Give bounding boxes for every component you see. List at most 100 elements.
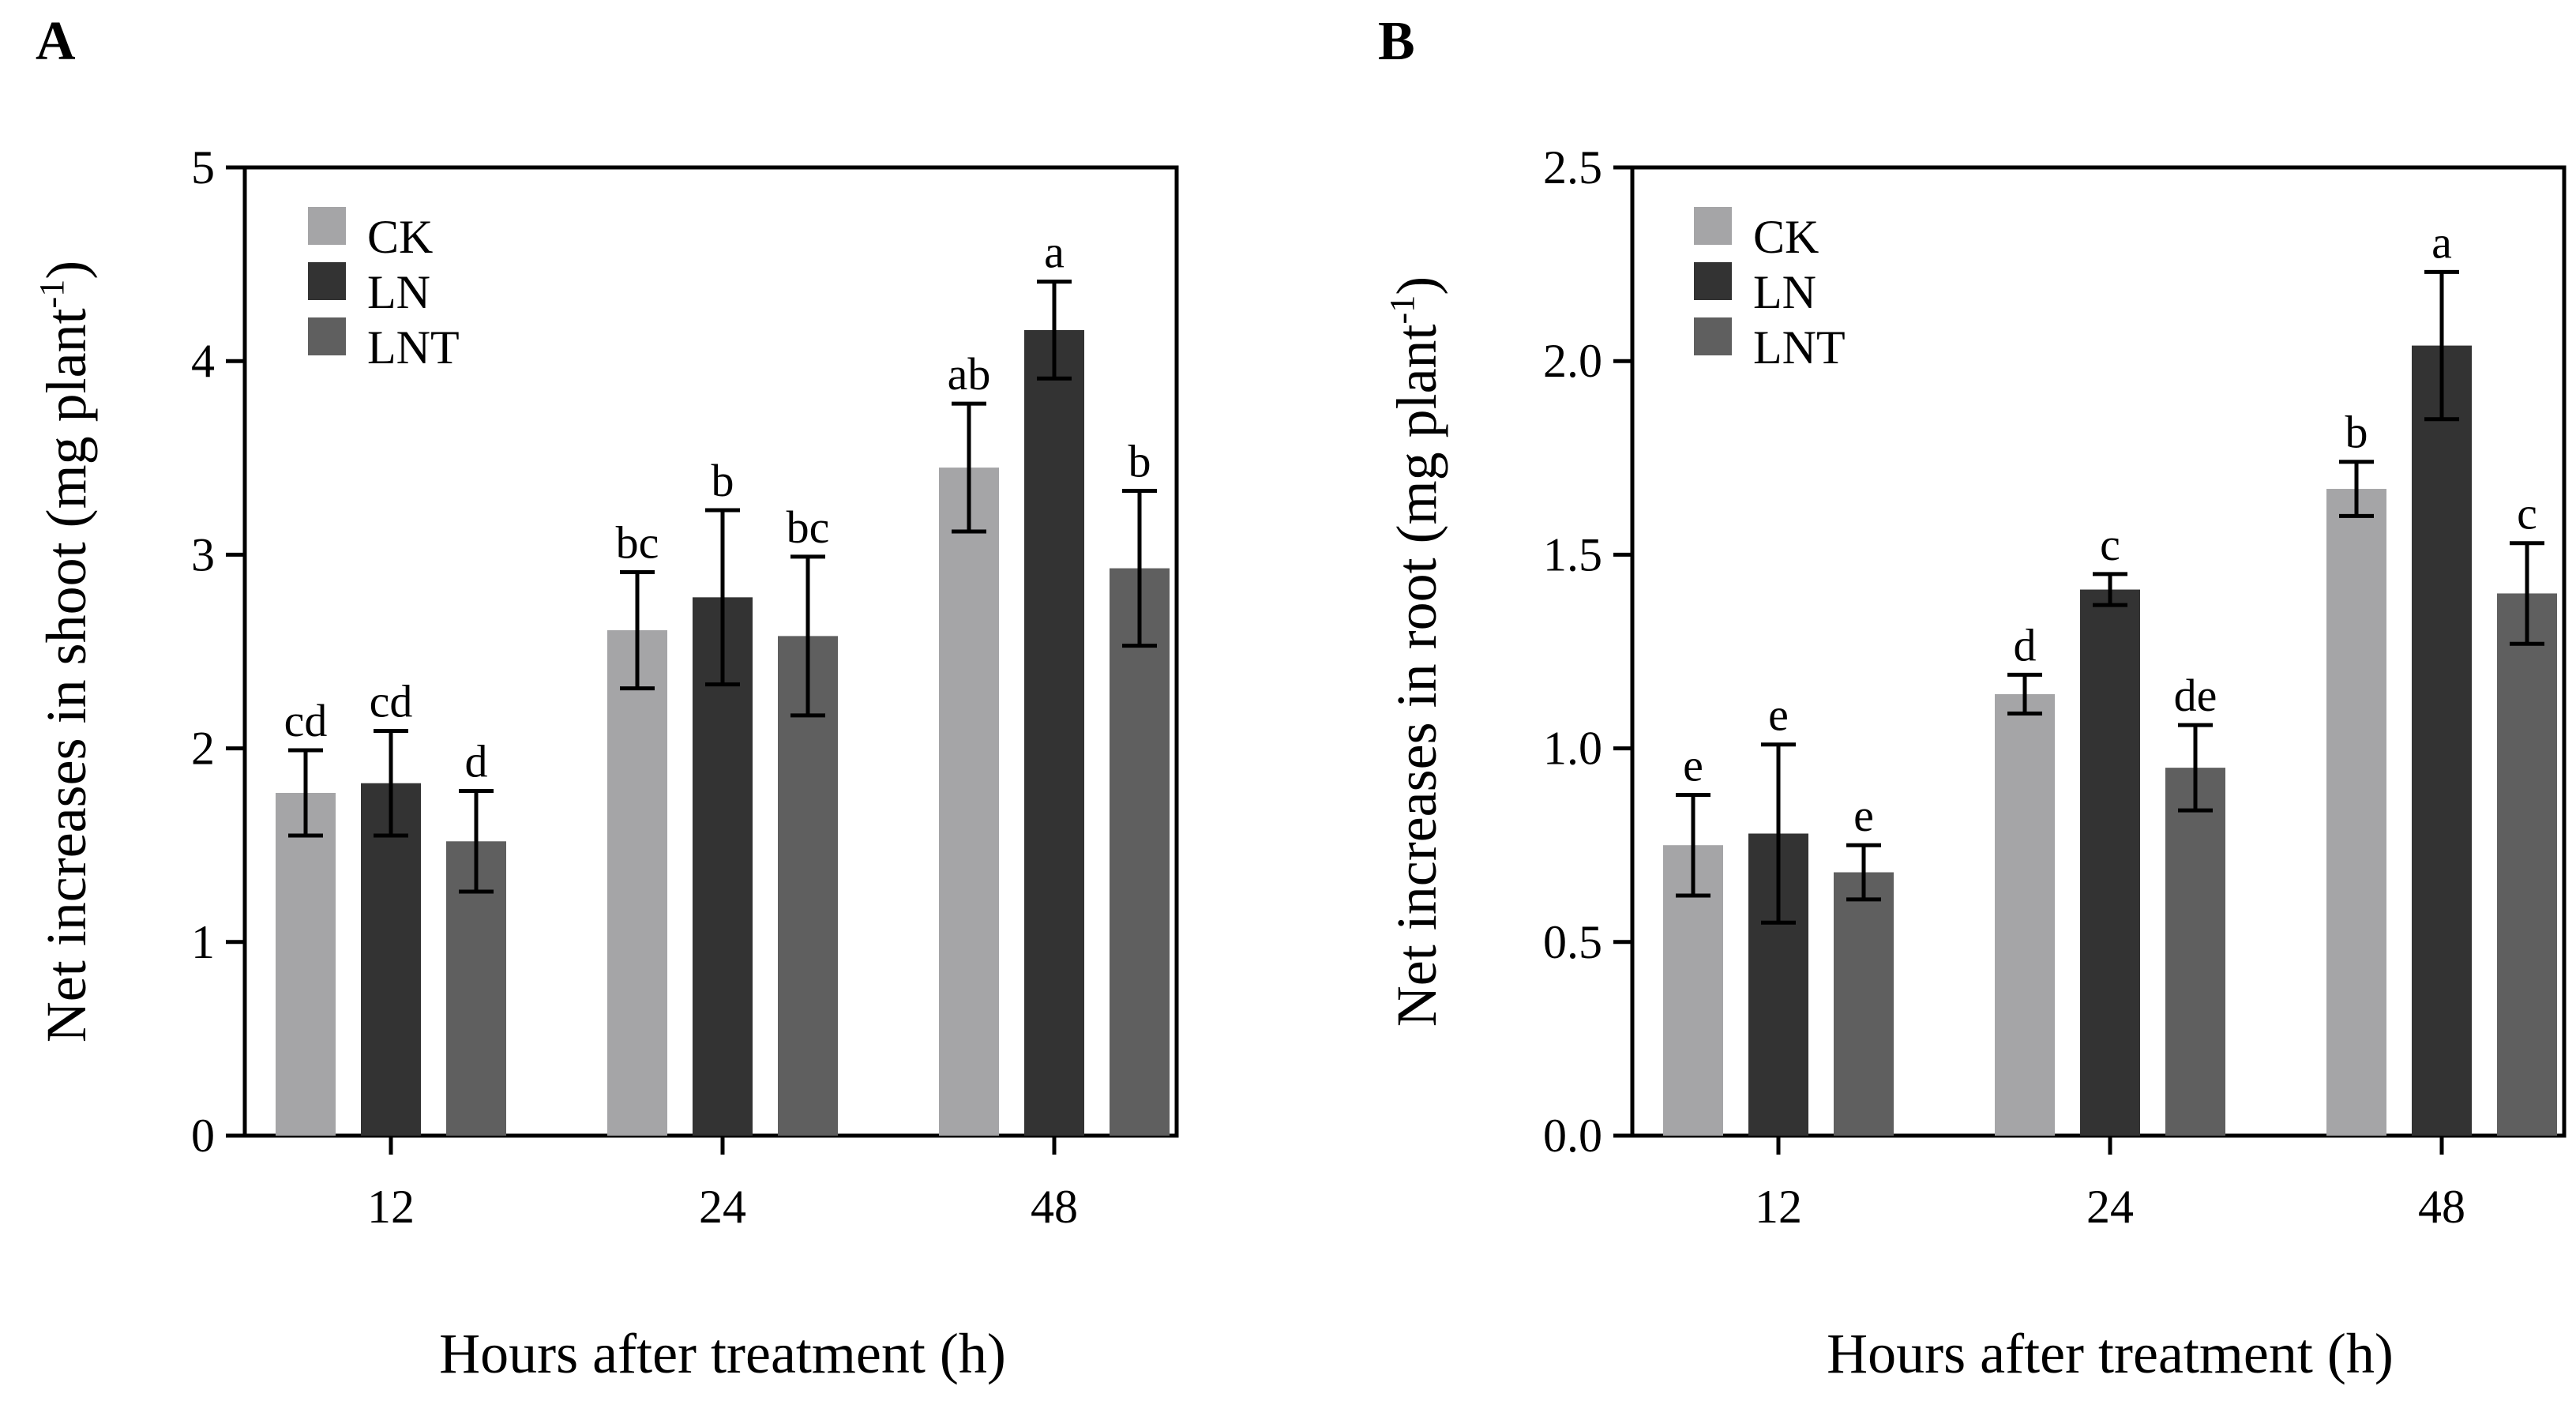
y-tick-label: 3 bbox=[191, 528, 215, 580]
error-bar bbox=[705, 508, 740, 687]
significance-label: ab bbox=[948, 348, 991, 400]
y-tick-label: 1 bbox=[191, 916, 215, 968]
legend-swatch-lnt bbox=[1694, 317, 1732, 355]
legend-label-ck: CK bbox=[1753, 211, 1819, 263]
error-bar bbox=[1676, 792, 1710, 898]
bar-lnt-24h bbox=[2165, 768, 2225, 1136]
bar-ck-48h bbox=[2326, 489, 2386, 1136]
sig-labels-layer: e d b e c a e de c bbox=[1683, 216, 2537, 841]
panel-b: B e d b e c a e de c 0.0 0.5 1.0 1.5 2.0 2.5 12 24 48 C… bbox=[1378, 11, 2567, 1385]
error-bar bbox=[374, 729, 408, 838]
bar-ln-12h bbox=[361, 783, 421, 1136]
x-ticks-layer: 12 24 48 bbox=[1755, 1136, 2465, 1233]
bar-ln-48h bbox=[1024, 329, 1084, 1136]
bar-ln-48h bbox=[2412, 345, 2472, 1136]
x-tick-label: 12 bbox=[367, 1181, 415, 1233]
error-bar bbox=[2093, 572, 2127, 607]
significance-label: e bbox=[1768, 689, 1789, 741]
bar-ln-24h bbox=[2080, 589, 2140, 1136]
significance-label: cd bbox=[284, 695, 328, 746]
error-bar bbox=[2178, 723, 2213, 813]
y-ticks-layer: 0.0 0.5 1.0 1.5 2.0 2.5 bbox=[1543, 141, 1632, 1162]
significance-label: b bbox=[2345, 407, 2368, 458]
errorbars-layer bbox=[1676, 269, 2544, 925]
error-bar bbox=[2510, 541, 2544, 646]
y-axis-title-superscript: -1 bbox=[1383, 295, 1421, 325]
panel-label: A bbox=[36, 11, 76, 72]
error-bar bbox=[620, 569, 655, 691]
y-tick-label: 0.5 bbox=[1543, 916, 1602, 968]
significance-label: cd bbox=[370, 676, 413, 727]
y-tick-label: 0.0 bbox=[1543, 1110, 1602, 1162]
bar-ck-48h bbox=[939, 468, 999, 1136]
y-axis-title-close: ) bbox=[1385, 276, 1448, 295]
legend-label-ck: CK bbox=[367, 211, 433, 263]
error-bar bbox=[1122, 488, 1157, 648]
legend-swatch-ck bbox=[1694, 207, 1732, 245]
y-axis-title: Net increases in shoot (mg plant-1) bbox=[32, 261, 98, 1042]
y-axis-title-main: Net increases in root (mg plant bbox=[1385, 324, 1448, 1027]
y-tick-label: 2.0 bbox=[1543, 335, 1602, 387]
bar-lnt-24h bbox=[778, 636, 838, 1136]
sig-labels-layer: cd bc ab cd b a d bc b bbox=[284, 227, 1151, 787]
error-bar bbox=[790, 554, 825, 718]
bars-layer bbox=[1663, 345, 2557, 1136]
significance-label: c bbox=[2100, 519, 2120, 570]
bar-ck-12h bbox=[276, 792, 336, 1136]
errorbars-layer bbox=[288, 280, 1157, 894]
significance-label: e bbox=[1853, 790, 1874, 841]
error-bar bbox=[952, 401, 986, 534]
significance-label: e bbox=[1683, 739, 1703, 791]
panel-label: B bbox=[1378, 11, 1415, 72]
x-tick-label: 48 bbox=[1031, 1181, 1078, 1233]
x-axis-title: Hours after treatment (h) bbox=[1827, 1322, 2394, 1385]
error-bar bbox=[1846, 843, 1881, 902]
significance-label: bc bbox=[787, 501, 830, 553]
y-tick-label: 1.5 bbox=[1543, 528, 1602, 580]
legend-swatch-lnt bbox=[308, 317, 346, 355]
bar-lnt-12h bbox=[1834, 872, 1894, 1136]
error-bar bbox=[459, 789, 494, 894]
legend: CK LN LNT bbox=[308, 207, 460, 374]
significance-label: d bbox=[465, 736, 488, 787]
x-axis-title: Hours after treatment (h) bbox=[439, 1322, 1006, 1385]
bar-lnt-48h bbox=[1110, 568, 1170, 1136]
significance-label: b bbox=[1128, 435, 1151, 486]
error-bar bbox=[2339, 460, 2374, 518]
bar-ln-24h bbox=[693, 597, 753, 1136]
x-tick-label: 24 bbox=[2086, 1181, 2134, 1233]
y-axis-title-close: ) bbox=[35, 261, 98, 280]
significance-label: bc bbox=[616, 516, 659, 568]
significance-label: de bbox=[2174, 670, 2217, 721]
legend-swatch-ln bbox=[1694, 262, 1732, 300]
bar-ck-24h bbox=[607, 630, 667, 1136]
significance-label: d bbox=[2014, 619, 2037, 670]
y-tick-label: 2 bbox=[191, 723, 215, 775]
legend-label-lnt: LNT bbox=[1753, 321, 1846, 374]
y-axis-title-main: Net increases in shoot (mg plant bbox=[35, 308, 98, 1042]
x-ticks-layer: 12 24 48 bbox=[367, 1136, 1078, 1233]
y-axis-title: Net increases in root (mg plant-1) bbox=[1383, 276, 1448, 1027]
bar-ck-24h bbox=[1995, 693, 2055, 1136]
y-tick-label: 2.5 bbox=[1543, 141, 1602, 193]
legend-label-ln: LN bbox=[1753, 266, 1816, 318]
legend-swatch-ln bbox=[308, 262, 346, 300]
significance-label: c bbox=[2517, 488, 2537, 539]
legend: CK LN LNT bbox=[1694, 207, 1846, 374]
y-tick-label: 0 bbox=[191, 1110, 215, 1162]
legend-label-ln: LN bbox=[367, 266, 430, 318]
error-bar bbox=[2007, 672, 2042, 716]
x-tick-label: 12 bbox=[1755, 1181, 1802, 1233]
error-bar bbox=[1037, 280, 1072, 381]
significance-label: a bbox=[1044, 227, 1065, 278]
significance-label: a bbox=[2431, 216, 2452, 268]
error-bar bbox=[2424, 269, 2459, 422]
legend-swatch-ck bbox=[308, 207, 346, 245]
error-bar bbox=[288, 748, 323, 838]
legend-label-lnt: LNT bbox=[367, 321, 460, 374]
y-tick-label: 4 bbox=[191, 335, 215, 387]
x-tick-label: 48 bbox=[2418, 1181, 2465, 1233]
bar-lnt-48h bbox=[2497, 593, 2557, 1136]
y-axis-title-superscript: -1 bbox=[32, 280, 71, 309]
